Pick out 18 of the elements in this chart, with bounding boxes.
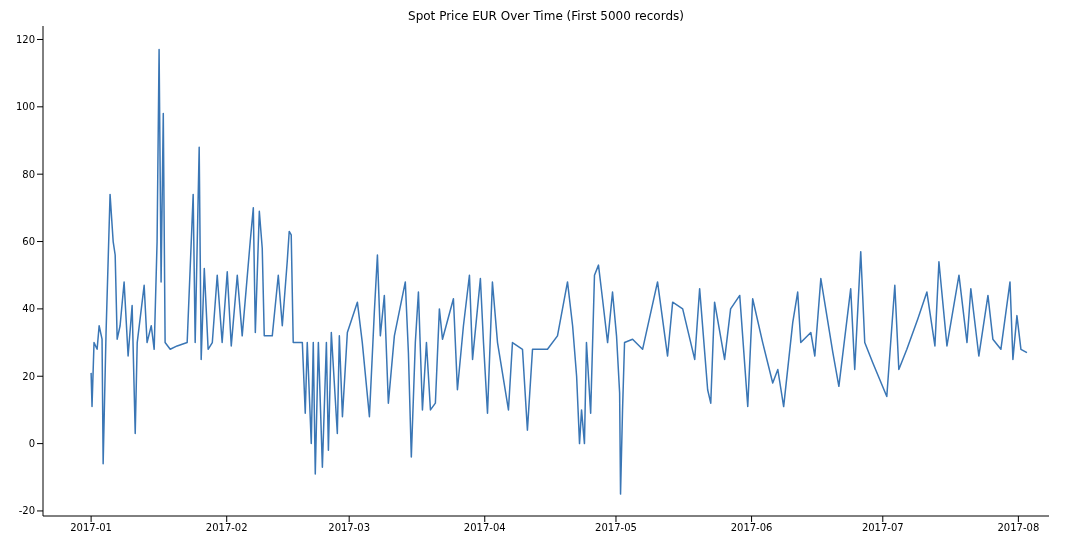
y-tick-label: 120 — [15, 34, 35, 46]
x-tick-label: 2017-06 — [730, 522, 773, 534]
y-tick-label: 80 — [22, 168, 35, 180]
x-tick-label: 2017-08 — [997, 522, 1040, 534]
y-tick-label: 100 — [15, 101, 35, 113]
y-tick-label: -20 — [18, 505, 35, 517]
x-tick-label: 2017-05 — [595, 522, 637, 534]
line-series — [90, 48, 1028, 495]
x-tick-label: 2017-01 — [70, 522, 113, 534]
y-tick-label: 20 — [22, 370, 35, 382]
y-tick-label: 60 — [22, 236, 35, 248]
chart-title: Spot Price EUR Over Time (First 5000 records) — [407, 9, 685, 23]
y-tick-label: 0 — [28, 438, 35, 450]
y-tick-label: 40 — [22, 303, 35, 315]
x-tick-label: 2017-03 — [328, 522, 371, 534]
x-tick-label: 2017-02 — [205, 522, 248, 534]
x-tick-label: 2017-04 — [463, 522, 506, 534]
x-tick-label: 2017-07 — [861, 522, 904, 534]
